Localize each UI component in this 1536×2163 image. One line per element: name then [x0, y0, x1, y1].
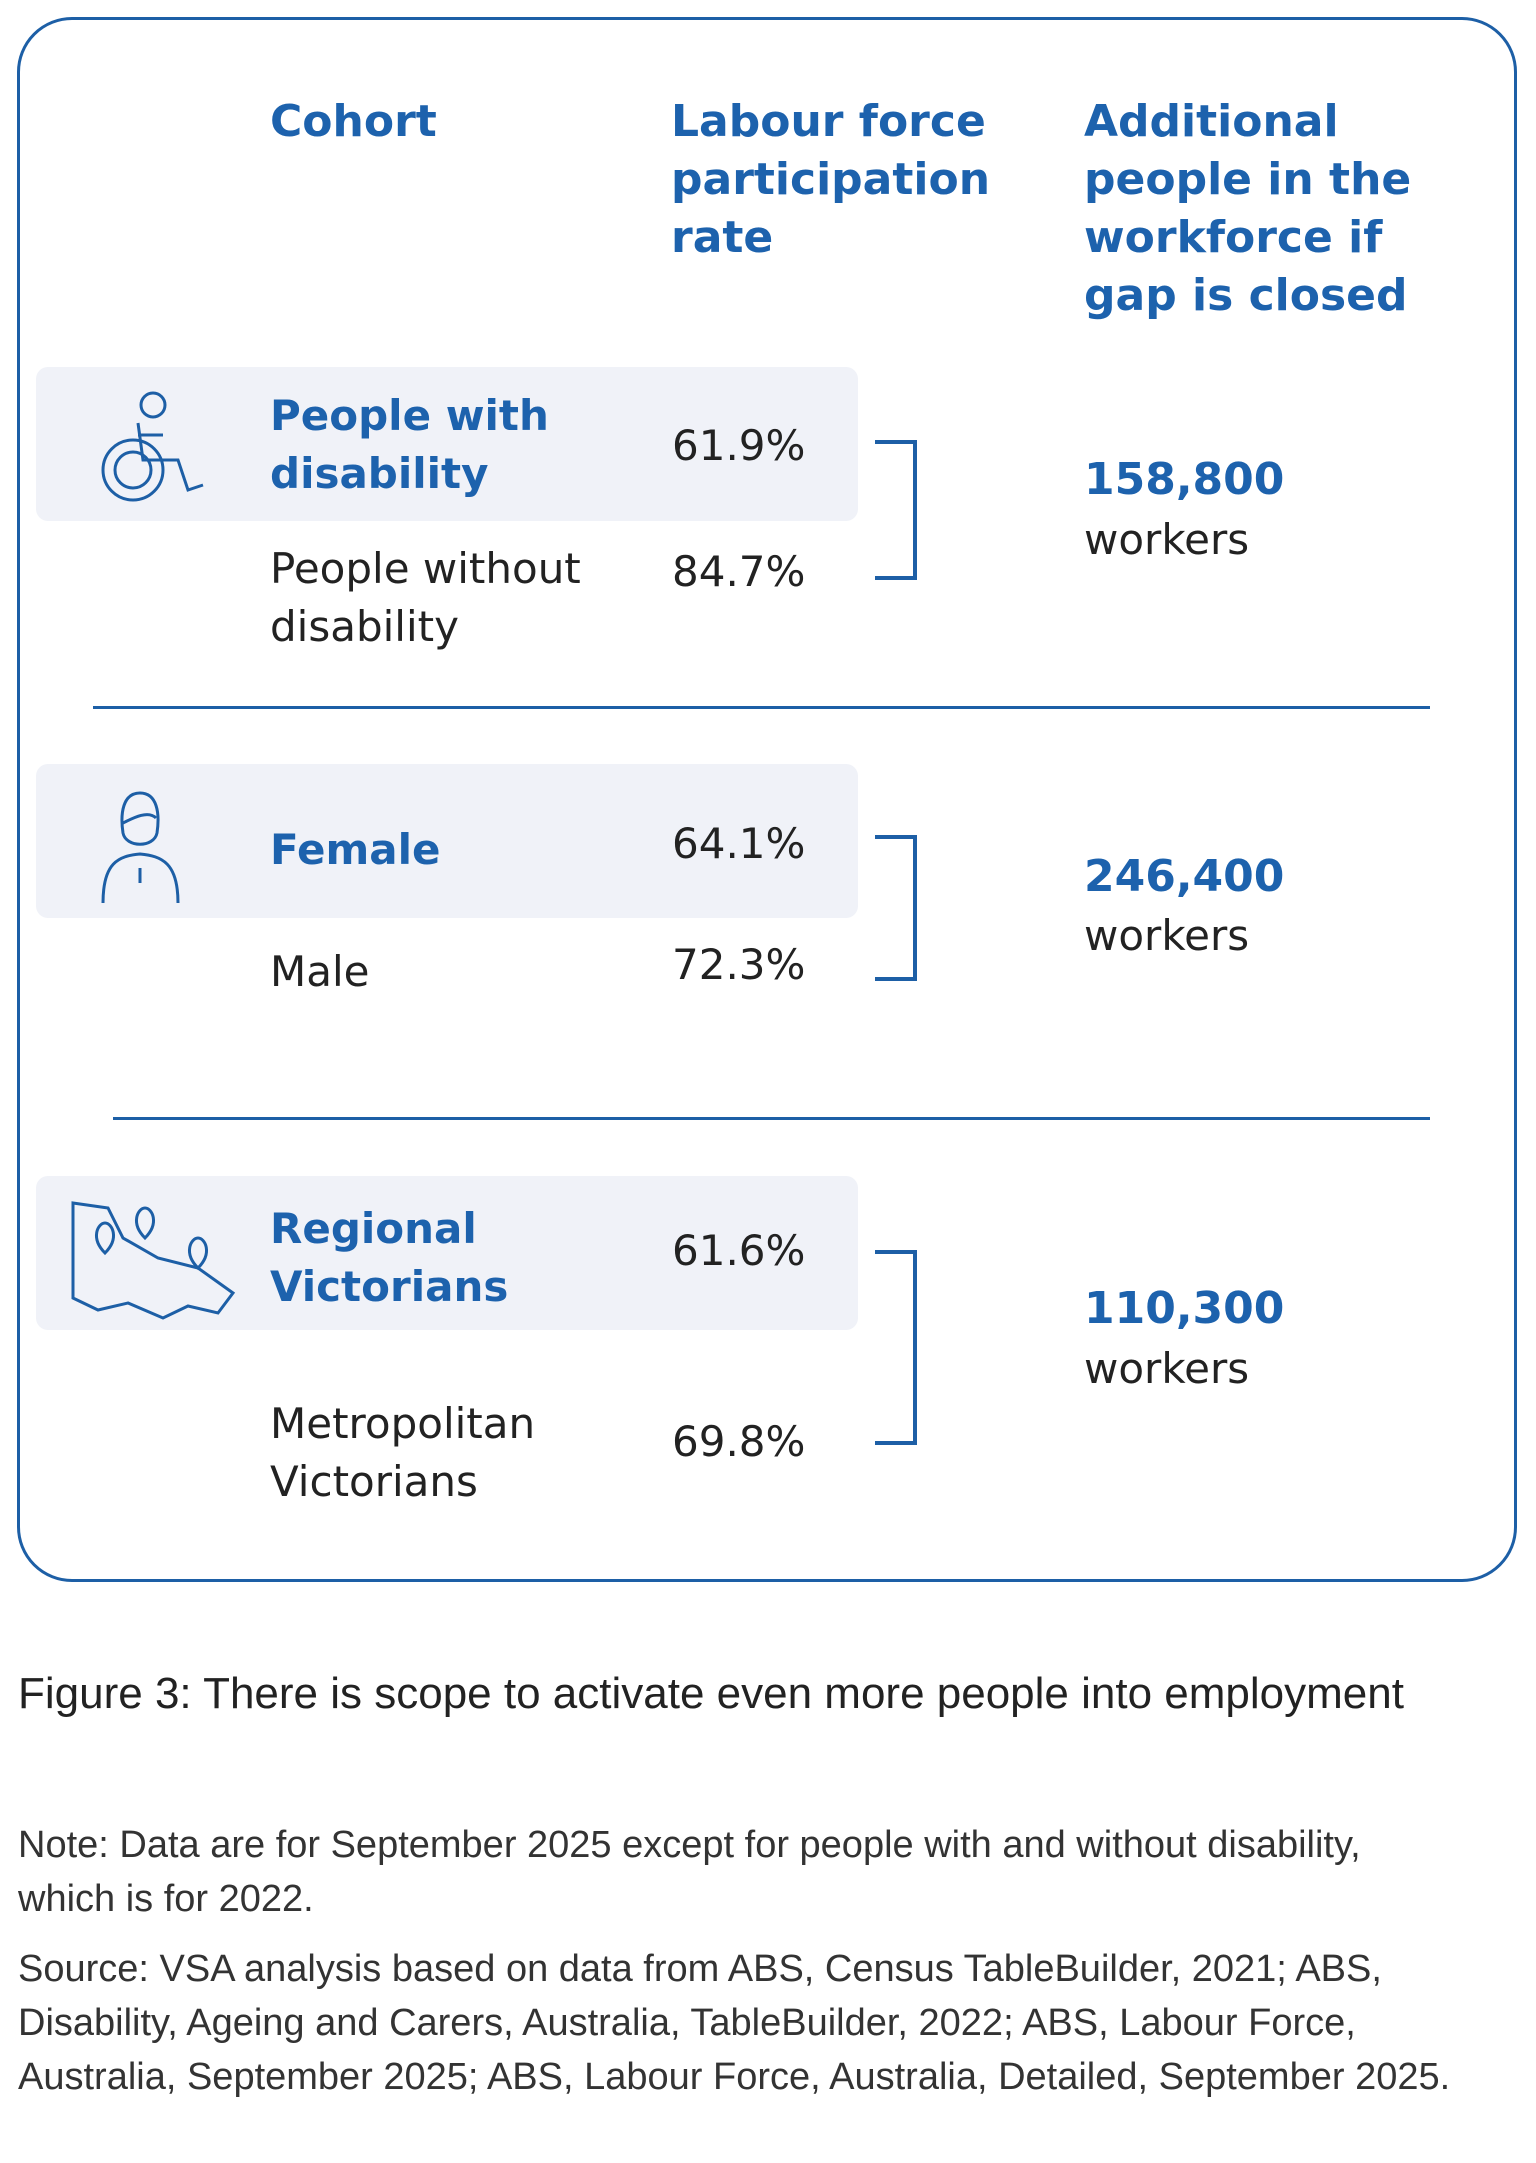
female-icon — [101, 791, 180, 904]
additional-unit: workers — [1084, 515, 1250, 564]
additional-unit: workers — [1084, 1344, 1250, 1393]
header-rate: Labour force participation rate — [671, 96, 991, 263]
rate: 61.6% — [672, 1226, 806, 1275]
bracket — [875, 1250, 917, 1445]
bracket — [875, 440, 917, 580]
map-icon — [71, 1201, 236, 1320]
highlight — [36, 367, 858, 521]
bracket — [875, 835, 917, 981]
header-cohort: Cohort — [270, 96, 437, 147]
wheelchair-icon — [101, 391, 204, 502]
cohort-label: People with disability — [270, 391, 549, 498]
rate: 61.9% — [672, 421, 806, 470]
rate: 64.1% — [672, 819, 806, 868]
cohort-label: People without disability — [270, 544, 581, 651]
figure-note: Note: Data are for September 2025 except… — [18, 1824, 1361, 1920]
figure-source: Source: VSA analysis based on data from … — [18, 1948, 1451, 2098]
additional-number: 110,300 — [1084, 1283, 1285, 1334]
rate: 72.3% — [672, 940, 806, 989]
cohort-label: Regional Victorians — [270, 1204, 509, 1311]
rate: 69.8% — [672, 1417, 806, 1466]
highlight — [36, 764, 858, 918]
cohort-label: Metropolitan Victorians — [270, 1399, 536, 1506]
figure-caption: Figure 3: There is scope to activate eve… — [18, 1669, 1404, 1718]
panel — [17, 17, 1517, 1582]
additional-number: 246,400 — [1084, 851, 1285, 902]
additional-unit: workers — [1084, 911, 1250, 960]
highlight — [36, 1176, 858, 1330]
cohort-label: Female — [270, 825, 441, 874]
rate: 84.7% — [672, 547, 806, 596]
divider — [93, 706, 1430, 709]
header-additional: Additional people in the workforce if ga… — [1084, 96, 1412, 321]
cohort-label: Male — [270, 947, 370, 996]
additional-number: 158,800 — [1084, 454, 1285, 505]
divider — [113, 1117, 1430, 1120]
